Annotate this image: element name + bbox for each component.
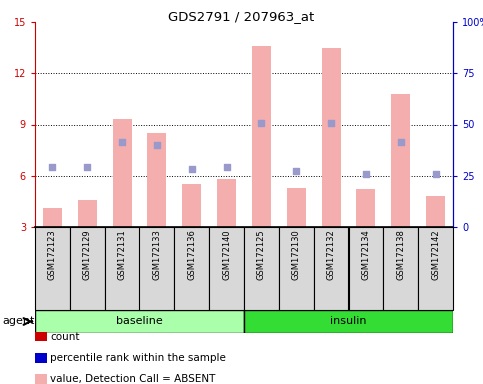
Bar: [313, 227, 349, 310]
Text: GSM172138: GSM172138: [396, 230, 405, 280]
Bar: [105, 227, 140, 310]
Point: [188, 166, 196, 172]
Bar: [279, 227, 313, 310]
Text: count: count: [50, 332, 80, 342]
Bar: [349, 227, 384, 310]
Text: GSM172142: GSM172142: [431, 230, 440, 280]
Bar: [356, 189, 375, 227]
Bar: [209, 227, 244, 310]
Bar: [182, 184, 201, 227]
Text: insulin: insulin: [330, 316, 367, 326]
Text: GSM172123: GSM172123: [48, 230, 57, 280]
Text: value, Detection Call = ABSENT: value, Detection Call = ABSENT: [50, 374, 216, 384]
Text: GSM172140: GSM172140: [222, 230, 231, 280]
Bar: [113, 119, 132, 227]
Point: [49, 164, 57, 170]
Text: GSM172129: GSM172129: [83, 230, 92, 280]
Bar: [418, 227, 453, 310]
Bar: [217, 179, 236, 227]
Bar: [43, 208, 62, 227]
Bar: [140, 227, 174, 310]
Point: [327, 120, 335, 126]
Bar: [174, 227, 209, 310]
Point: [362, 171, 370, 177]
Bar: [70, 227, 105, 310]
Bar: [384, 227, 418, 310]
Point: [118, 139, 126, 145]
Point: [257, 120, 265, 126]
Bar: [35, 310, 244, 333]
Text: GSM172133: GSM172133: [153, 230, 161, 280]
Text: baseline: baseline: [116, 316, 163, 326]
Point: [397, 139, 405, 145]
Text: GSM172132: GSM172132: [327, 230, 336, 280]
Text: GSM172134: GSM172134: [361, 230, 370, 280]
Text: percentile rank within the sample: percentile rank within the sample: [50, 353, 227, 363]
Point: [153, 142, 161, 148]
Point: [292, 167, 300, 174]
Point: [432, 171, 440, 177]
Bar: [244, 310, 453, 333]
Text: GSM172125: GSM172125: [257, 230, 266, 280]
Bar: [35, 227, 70, 310]
Point: [223, 164, 230, 170]
Text: GDS2791 / 207963_at: GDS2791 / 207963_at: [169, 10, 314, 23]
Bar: [252, 46, 271, 227]
Bar: [244, 227, 279, 310]
Text: GSM172136: GSM172136: [187, 230, 196, 280]
Text: GSM172130: GSM172130: [292, 230, 301, 280]
Point: [84, 164, 91, 170]
Bar: [287, 188, 306, 227]
Text: agent: agent: [2, 316, 35, 326]
Bar: [147, 133, 167, 227]
Bar: [322, 48, 341, 227]
Bar: [78, 200, 97, 227]
Text: GSM172131: GSM172131: [117, 230, 127, 280]
Bar: [426, 196, 445, 227]
Bar: [391, 94, 411, 227]
